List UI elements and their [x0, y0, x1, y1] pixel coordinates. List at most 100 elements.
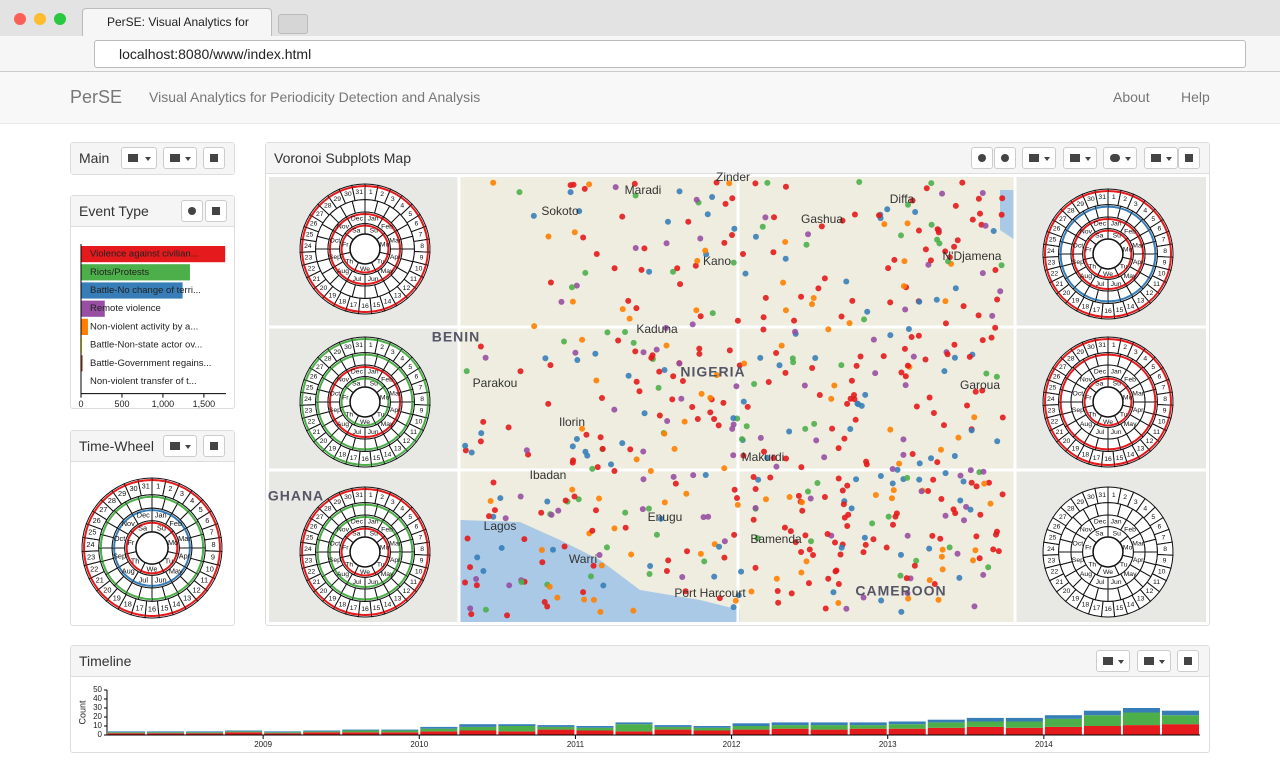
- brand[interactable]: PerSE: [70, 87, 123, 107]
- event-dot: [872, 491, 879, 498]
- event-dot: [575, 496, 582, 503]
- bar: [81, 355, 83, 372]
- event-dot: [671, 445, 678, 452]
- button[interactable]: [1178, 147, 1200, 169]
- event-dot: [990, 227, 997, 234]
- wheel-label: 25: [306, 384, 314, 391]
- wheel-activity: [365, 377, 385, 389]
- button[interactable]: [1096, 650, 1130, 672]
- wheel-activity: [1169, 244, 1172, 258]
- wheel-activity: [328, 493, 341, 502]
- event-dot: [844, 400, 851, 407]
- nav-link[interactable]: About: [1113, 89, 1150, 105]
- nav-link[interactable]: Help: [1181, 89, 1210, 105]
- button[interactable]: [1022, 147, 1056, 169]
- wheel-activity: [177, 583, 189, 594]
- wheel-label: May: [1124, 421, 1137, 428]
- wheel-activity: [216, 551, 221, 566]
- event-dot: [990, 546, 997, 553]
- bar-segment: [615, 722, 653, 725]
- event-dot: [743, 423, 750, 430]
- button[interactable]: [203, 435, 225, 457]
- button[interactable]: [1144, 147, 1178, 169]
- button[interactable]: [163, 147, 197, 169]
- event-dot: [521, 536, 528, 543]
- event-dot: [843, 278, 850, 285]
- button[interactable]: [181, 200, 203, 222]
- wheel-label: Sa: [1095, 381, 1104, 388]
- wheel-label: 26: [1053, 524, 1061, 531]
- event-dot: [969, 216, 976, 223]
- wheel-activity: [301, 392, 304, 406]
- button[interactable]: [1137, 650, 1171, 672]
- event-dot: [545, 233, 552, 240]
- wheel-activity: [178, 484, 192, 494]
- wheel-activity: [1047, 220, 1056, 233]
- wheel-activity: [1140, 425, 1150, 437]
- event-dot: [942, 470, 949, 477]
- wheel-label: 14: [172, 600, 180, 609]
- wheel-label: May: [381, 571, 394, 578]
- wheel-label: 22: [308, 266, 316, 273]
- wheel-label: 22: [1051, 419, 1059, 426]
- wheel-activity: [318, 349, 330, 360]
- wheel-label: Sep: [329, 254, 341, 261]
- wheel-activity: [1120, 207, 1133, 214]
- min-dot[interactable]: [34, 13, 46, 25]
- wheel-label: Nov: [337, 377, 350, 384]
- wheel-activity: [1066, 301, 1078, 310]
- event-dot: [966, 353, 973, 360]
- wheel-label: 16: [1104, 606, 1112, 613]
- wheel-activity: [1061, 201, 1073, 212]
- button[interactable]: [1177, 650, 1199, 672]
- event-dot: [999, 491, 1006, 498]
- wheel-activity: [371, 461, 385, 466]
- tab-title: PerSE: Visual Analytics for: [107, 15, 249, 29]
- wheel-label: Sa: [1095, 531, 1104, 538]
- wheel-label: 10: [415, 266, 423, 273]
- event-dot: [730, 604, 737, 611]
- event-dot: [887, 332, 894, 339]
- max-dot[interactable]: [54, 13, 66, 25]
- event-dot: [952, 285, 959, 292]
- event-dot: [598, 562, 605, 569]
- event-dot: [707, 409, 714, 416]
- map-label: Port Harcourt: [674, 586, 746, 600]
- wheel-activity: [333, 606, 347, 614]
- wheel-label: 5: [1151, 514, 1155, 521]
- address-bar[interactable]: localhost:8080/www/index.html: [94, 40, 1246, 68]
- button[interactable]: [1063, 147, 1097, 169]
- button[interactable]: [203, 147, 225, 169]
- wheel-activity: [420, 264, 427, 278]
- bar-segment: [264, 731, 302, 733]
- wheel-activity: [1044, 257, 1048, 271]
- event-dot: [593, 377, 600, 384]
- event-dot: [590, 562, 597, 569]
- button[interactable]: [1103, 147, 1137, 169]
- event-dot: [845, 511, 852, 518]
- event-dot: [646, 268, 653, 275]
- close-dot[interactable]: [14, 13, 26, 25]
- event-dot: [732, 597, 739, 604]
- button[interactable]: [994, 147, 1016, 169]
- new-tab[interactable]: [278, 14, 308, 34]
- event-dot: [646, 570, 653, 577]
- category-label: Violence against civilian...: [90, 249, 199, 260]
- button[interactable]: [163, 435, 197, 457]
- wheel-activity: [304, 215, 313, 228]
- button[interactable]: [205, 200, 227, 222]
- wheel-label: Aug: [337, 571, 349, 578]
- bar-segment: [147, 733, 185, 735]
- wheel-activity: [170, 566, 186, 582]
- event-dot: [735, 592, 742, 599]
- wheel-activity: [301, 405, 305, 419]
- event-dot: [638, 266, 645, 273]
- tab[interactable]: PerSE: Visual Analytics for: [82, 8, 272, 36]
- button[interactable]: [121, 147, 157, 169]
- wheel-activity: [382, 233, 390, 255]
- button[interactable]: [971, 147, 993, 169]
- wheel-label: 8: [1163, 396, 1167, 403]
- event-dot: [989, 312, 996, 319]
- wheel-activity: [307, 429, 316, 442]
- wheel-label: 29: [1076, 201, 1084, 208]
